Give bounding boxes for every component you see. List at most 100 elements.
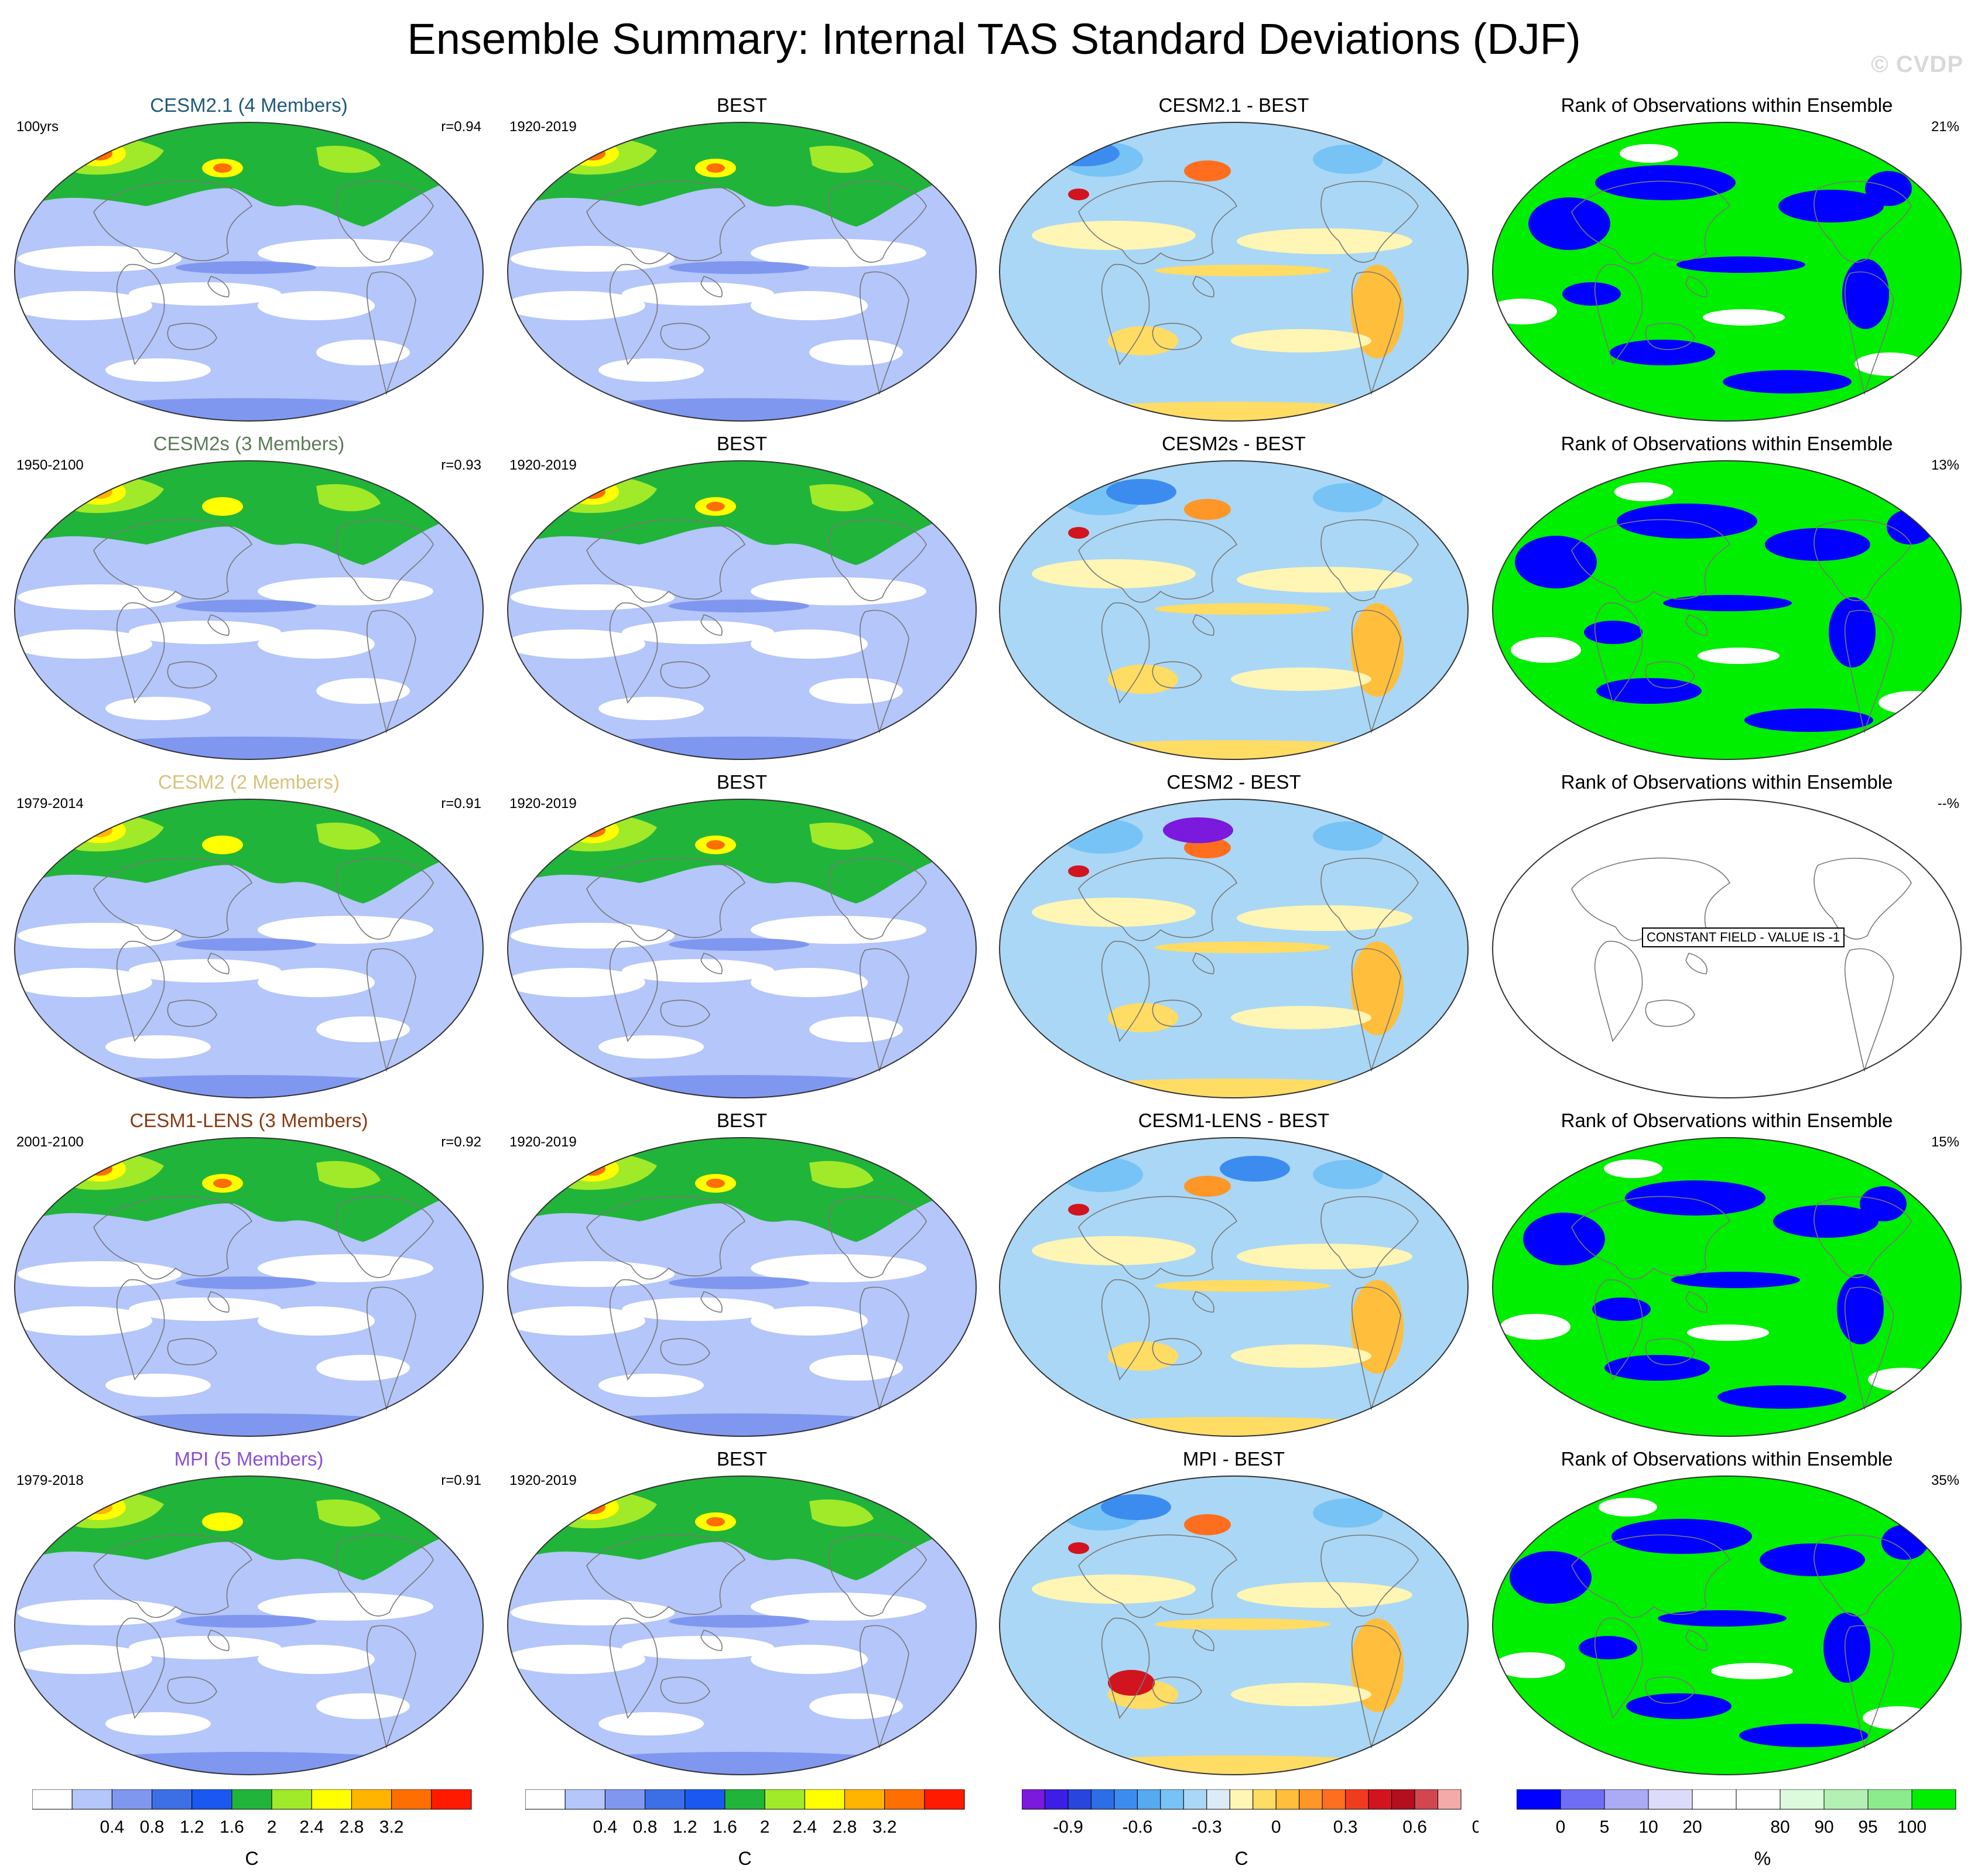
difference-region xyxy=(1313,1498,1383,1528)
colorbar-swatch xyxy=(1823,1789,1869,1810)
rank-panel: Rank of Observations within Ensemble --% C… xyxy=(1484,771,1970,1109)
low-variability-region xyxy=(508,1306,645,1336)
panel-period: 1920-2019 xyxy=(509,1134,577,1150)
low-variability-region xyxy=(258,968,375,997)
low-variability-region xyxy=(105,1035,211,1059)
positive-difference-region xyxy=(1184,1514,1231,1535)
map-border xyxy=(507,1137,977,1437)
coastline xyxy=(1320,181,1419,263)
low-rank-region xyxy=(1860,1186,1907,1221)
high-variability-region xyxy=(316,484,381,512)
diff-panel: CESM2 - BEST xyxy=(991,771,1477,1109)
coastline xyxy=(93,1534,253,1618)
low-rank-region xyxy=(1604,1355,1710,1381)
difference-region xyxy=(1108,1003,1178,1032)
continent-outlines xyxy=(1078,1196,1419,1411)
field-layer xyxy=(1493,1138,1961,1436)
map-border xyxy=(998,1137,1469,1437)
low-variability-region xyxy=(751,916,926,944)
colorbar-stddev: 0.4 0.8 1.2 1.6 2 2.4 2.8 3.2 C xyxy=(32,1789,489,1871)
colorbar-swatch xyxy=(1911,1789,1956,1810)
colorbar-tick-label: 20 xyxy=(1682,1817,1702,1837)
peak-variability-region xyxy=(87,1500,112,1514)
high-variability-region xyxy=(809,1499,874,1527)
colorbar-tick-label: 0.3 xyxy=(1333,1817,1358,1837)
page-title: Ensemble Summary: Internal TAS Standard … xyxy=(407,15,1581,63)
map-border xyxy=(13,1476,484,1775)
high-variability-region xyxy=(73,479,126,505)
low-variability-region xyxy=(18,246,182,272)
coastline xyxy=(586,1196,746,1280)
low-variability-region xyxy=(622,1298,774,1321)
panel-title: BEST xyxy=(716,1110,768,1131)
high-variability-region xyxy=(316,145,381,173)
difference-region xyxy=(1313,145,1383,174)
low-variability-region xyxy=(751,291,868,320)
low-variability-region xyxy=(258,1306,375,1336)
difference-region xyxy=(1032,1574,1196,1604)
colorbar-swatch xyxy=(1345,1789,1369,1810)
diff-panel: CESM2.1 - BEST xyxy=(991,94,1477,432)
coastline xyxy=(660,1338,710,1365)
map-border xyxy=(998,122,1469,422)
coastline xyxy=(859,610,909,734)
low-variability-region xyxy=(15,629,152,659)
low-variability-region xyxy=(598,1035,704,1059)
map-border xyxy=(13,460,484,760)
mid-rank-region xyxy=(1493,299,1557,324)
low-variability-region xyxy=(751,1593,926,1621)
negative-difference-region xyxy=(1163,817,1233,843)
field-layer xyxy=(1000,799,1468,1098)
southern-band xyxy=(563,1413,915,1436)
coastline xyxy=(366,610,416,734)
panel-title: CESM2s - BEST xyxy=(1162,433,1306,454)
panel-period: 1979-2018 xyxy=(16,1473,84,1488)
positive-difference-region xyxy=(1184,160,1231,182)
coastline xyxy=(207,953,230,974)
mid-rank-region xyxy=(1614,482,1673,501)
peak-variability-region xyxy=(580,146,605,160)
low-variability-region xyxy=(511,1600,675,1625)
coastline xyxy=(1078,1534,1238,1618)
diff-map xyxy=(998,1137,1469,1437)
coastline xyxy=(859,1286,909,1411)
continent-outlines xyxy=(586,519,927,734)
coastline xyxy=(116,1617,165,1719)
low-variability-region xyxy=(316,1016,410,1042)
coastline xyxy=(1645,1676,1695,1704)
rank-panel: Rank of Observations within Ensemble 15% xyxy=(1484,1109,1970,1447)
panel-period: 1920-2019 xyxy=(509,1473,577,1488)
panel-title: CESM1-LENS (3 Members) xyxy=(129,1110,368,1131)
colorbar-tick-label: 0.8 xyxy=(633,1817,658,1837)
low-variability-region xyxy=(622,621,774,644)
mid-rank-region xyxy=(1495,1652,1565,1678)
model-map xyxy=(13,122,484,422)
colorbar-svg: 0.4 0.8 1.2 1.6 2 2.4 2.8 3.2 xyxy=(32,1789,472,1837)
high-variability-region xyxy=(809,484,874,512)
panel-title: Rank of Observations within Ensemble xyxy=(1561,771,1893,793)
low-rank-region xyxy=(1676,256,1805,273)
coastline xyxy=(1844,271,1894,396)
panel-title: Rank of Observations within Ensemble xyxy=(1561,433,1893,454)
map-border xyxy=(1491,799,1962,1098)
low-variability-region xyxy=(511,1261,675,1287)
difference-region xyxy=(1032,559,1196,588)
peak-variability-region xyxy=(580,1162,605,1176)
panel-title: BEST xyxy=(716,94,768,116)
positive-difference-region xyxy=(1068,527,1089,539)
colorbar-swatch xyxy=(191,1789,232,1810)
colorbar-tick-label: 1.6 xyxy=(713,1817,737,1837)
coastline xyxy=(829,1196,927,1278)
coastline xyxy=(336,858,434,940)
low-variability-region xyxy=(258,629,375,659)
colorbar-tick-label: -0.6 xyxy=(1123,1817,1153,1837)
coastline xyxy=(1844,948,1894,1073)
coastline xyxy=(207,1291,230,1313)
high-variability-region xyxy=(202,1512,243,1531)
mid-rank-region xyxy=(1698,648,1780,664)
peak-variability-region xyxy=(213,163,232,173)
low-rank-region xyxy=(1626,1693,1732,1719)
low-variability-region xyxy=(751,577,926,605)
enso-band xyxy=(176,600,316,612)
obs-map xyxy=(507,799,977,1098)
